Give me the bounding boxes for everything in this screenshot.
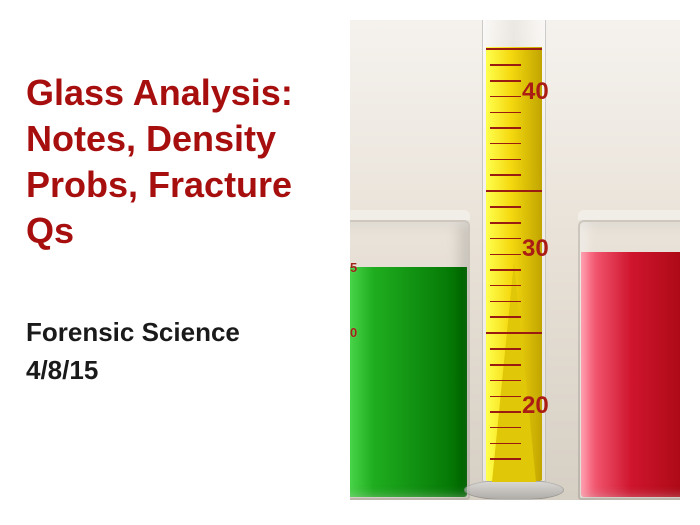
left-beaker: −125 −100 −75 −50 (350, 210, 470, 500)
beaker-graduations: −125 −100 −75 −50 (350, 260, 357, 470)
cylinder-tick (490, 254, 521, 256)
beaker-body (578, 210, 680, 500)
text-column: Glass Analysis:Notes, DensityProbs, Frac… (0, 0, 340, 525)
slide-title: Glass Analysis:Notes, DensityProbs, Frac… (26, 70, 340, 254)
chemistry-image: −125 −100 −75 −50 40 30 20 (350, 20, 680, 500)
cylinder-tick (490, 411, 521, 413)
cylinder-tick (490, 380, 521, 382)
graduation-mark: −50 (350, 455, 357, 470)
cylinder-scale-labels: 40 30 20 (522, 78, 560, 420)
graduated-cylinder: 40 30 20 (470, 20, 558, 500)
beaker-outline (578, 220, 680, 500)
cylinder-tick (486, 48, 542, 50)
scale-label: 40 (522, 78, 549, 106)
cylinder-tick (490, 458, 521, 460)
scale-label: 30 (522, 235, 549, 263)
cylinder-tick (490, 348, 521, 350)
cylinder-tick (490, 396, 521, 398)
title-line: Glass Analysis: (26, 70, 340, 116)
cylinder-tick (490, 64, 521, 66)
right-beaker (578, 210, 680, 500)
subtitle-line: Forensic Science (26, 314, 340, 352)
cylinder-tick (490, 427, 521, 429)
scale-label: 20 (522, 392, 549, 420)
beaker-body (350, 210, 470, 500)
graduation-mark: −75 (350, 390, 357, 405)
title-line: Notes, Density (26, 116, 340, 162)
cylinder-tick (490, 316, 521, 318)
cylinder-tick (490, 174, 521, 176)
cylinder-tick (490, 96, 521, 98)
graduation-mark: −125 (350, 260, 357, 275)
cylinder-base (464, 480, 564, 500)
cylinder-tick (490, 112, 521, 114)
title-line: Probs, Fracture (26, 162, 340, 208)
cylinder-tick (490, 301, 521, 303)
slide-subtitle: Forensic Science4/8/15 (26, 314, 340, 389)
cylinder-tick (490, 238, 521, 240)
cylinder-tick (490, 206, 521, 208)
cylinder-tick (490, 269, 521, 271)
cylinder-tick (490, 143, 521, 145)
title-line: Qs (26, 208, 340, 254)
beaker-outline (350, 220, 470, 500)
cylinder-tick (490, 364, 521, 366)
cylinder-tick (490, 80, 521, 82)
cylinder-tick (490, 443, 521, 445)
cylinder-tick (490, 127, 521, 129)
slide: Glass Analysis:Notes, DensityProbs, Frac… (0, 0, 700, 525)
subtitle-line: 4/8/15 (26, 352, 340, 390)
cylinder-tick (490, 159, 521, 161)
graduation-mark: −100 (350, 325, 357, 340)
cylinder-tick (490, 222, 521, 224)
cylinder-tick (490, 285, 521, 287)
